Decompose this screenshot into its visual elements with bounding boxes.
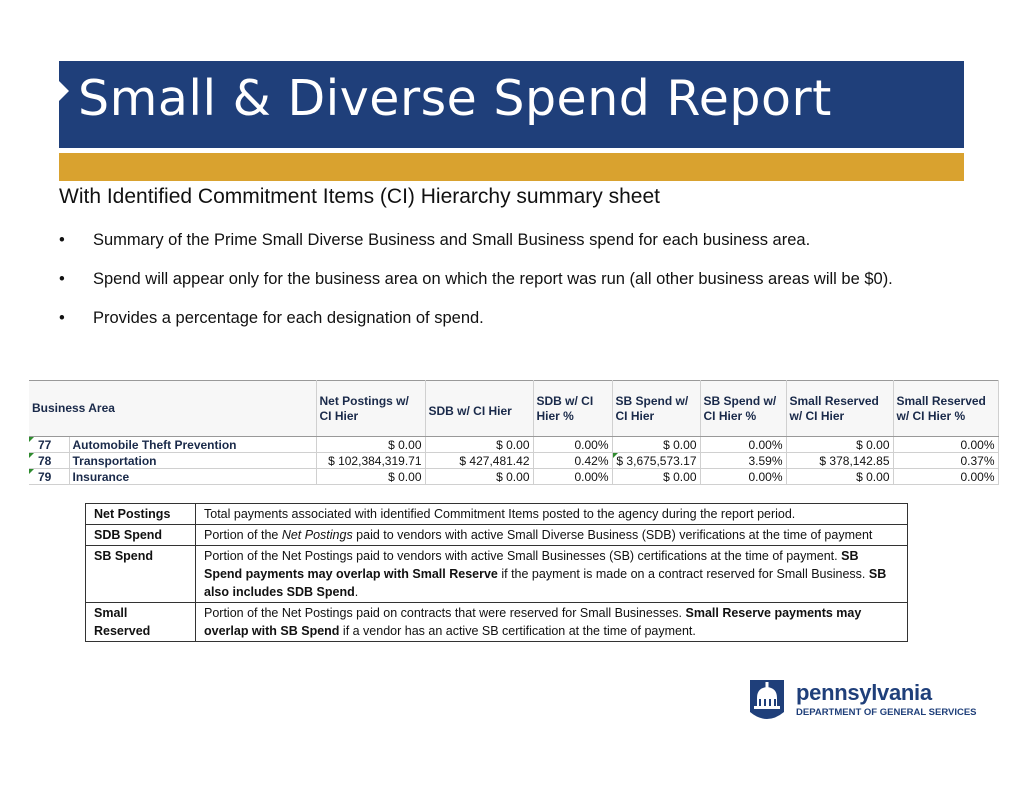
definition-text: Portion of the Net Postings paid on cont… bbox=[195, 602, 908, 642]
cell-flag-icon bbox=[29, 437, 34, 442]
cell-sb-pct: 3.59% bbox=[700, 452, 787, 469]
header-business-area: Business Area bbox=[29, 380, 317, 437]
cell-sdb: $ 0.00 bbox=[425, 468, 534, 485]
definition-text-bold: SB also includes SDB Spend bbox=[204, 567, 887, 599]
cell-sdb-pct: 0.00% bbox=[533, 468, 613, 485]
definition-text-bold: SB Spend payments may overlap with Small… bbox=[204, 549, 859, 581]
header-sb-pct: SB Spend w/ CI Hier % bbox=[700, 380, 787, 437]
cell-res-pct: 0.00% bbox=[893, 468, 999, 485]
cell-sdb: $ 0.00 bbox=[425, 436, 534, 453]
cell-flag-icon bbox=[612, 453, 618, 458]
definition-text-italic: Net Postings bbox=[281, 528, 353, 542]
definition-text-part: if a vendor has an active SB certificati… bbox=[339, 624, 696, 638]
title-bar bbox=[59, 61, 964, 148]
header-small-reserved-pct: Small Reserved w/ CI Hier % bbox=[893, 380, 999, 437]
definition-row: SDB Spend Portion of the Net Postings pa… bbox=[85, 524, 908, 546]
bullet-marker: • bbox=[59, 309, 65, 327]
bullet-text: Spend will appear only for the business … bbox=[93, 270, 893, 288]
table-row: 79 Insurance $ 0.00 $ 0.00 0.00% $ 0.00 … bbox=[29, 468, 999, 485]
definition-term: Net Postings bbox=[85, 503, 196, 525]
bullet-marker: • bbox=[59, 231, 65, 249]
pennsylvania-dgs-logo: pennsylvania DEPARTMENT OF GENERAL SERVI… bbox=[744, 676, 977, 726]
definition-text: Total payments associated with identifie… bbox=[195, 503, 908, 525]
cell-net: $ 0.00 bbox=[316, 436, 426, 453]
cell-sb: $ 3,675,573.17 bbox=[616, 453, 697, 468]
row-name: Transportation bbox=[69, 452, 317, 469]
header-sb: SB Spend w/ CI Hier bbox=[612, 380, 701, 437]
cell-sdb: $ 427,481.42 bbox=[425, 452, 534, 469]
cell-sb: $ 0.00 bbox=[612, 436, 701, 453]
header-small-reserved: Small Reserved w/ CI Hier bbox=[786, 380, 894, 437]
definition-term: SDB Spend bbox=[85, 524, 196, 546]
cell-res: $ 0.00 bbox=[786, 436, 894, 453]
title-notch bbox=[59, 81, 69, 101]
header-net-postings: Net Postings w/ CI Hier bbox=[316, 380, 426, 437]
slide-title: Small & Diverse Spend Report bbox=[78, 70, 832, 127]
cell-sdb-pct: 0.00% bbox=[533, 436, 613, 453]
definition-text: Portion of the Net Postings paid to vend… bbox=[195, 524, 908, 546]
cell-res-pct: 0.37% bbox=[893, 452, 999, 469]
bullet-list: • Summary of the Prime Small Diverse Bus… bbox=[59, 228, 969, 345]
cell-flag-icon bbox=[29, 469, 34, 474]
definition-term: Small Reserved bbox=[85, 602, 196, 642]
definition-text-part: if the payment is made on a contract res… bbox=[497, 567, 869, 581]
definition-text-part: . bbox=[354, 585, 359, 599]
cell-net: $ 102,384,319.71 bbox=[316, 452, 426, 469]
definitions-table: Net Postings Total payments associated w… bbox=[85, 503, 908, 642]
definition-text: Portion of the Net Postings paid to vend… bbox=[195, 545, 908, 603]
row-code: 77 bbox=[38, 437, 52, 452]
gold-accent-bar bbox=[59, 153, 964, 181]
definition-row: Small Reserved Portion of the Net Postin… bbox=[85, 602, 908, 642]
cell-flag-icon bbox=[29, 453, 34, 458]
definition-row: SB Spend Portion of the Net Postings pai… bbox=[85, 545, 908, 603]
row-code: 78 bbox=[38, 453, 52, 468]
cell-res: $ 378,142.85 bbox=[786, 452, 894, 469]
definition-text-part: Portion of the Net Postings paid to vend… bbox=[204, 549, 842, 563]
cell-sb-pct: 0.00% bbox=[700, 468, 787, 485]
slide-subtitle: With Identified Commitment Items (CI) Hi… bbox=[59, 185, 660, 208]
cell-sdb-pct: 0.42% bbox=[533, 452, 613, 469]
bullet-item: • Provides a percentage for each designa… bbox=[59, 306, 969, 331]
logo-wordmark: pennsylvania bbox=[796, 680, 932, 705]
definition-term: SB Spend bbox=[85, 545, 196, 603]
cell-net: $ 0.00 bbox=[316, 468, 426, 485]
header-sdb: SDB w/ CI Hier bbox=[425, 380, 534, 437]
row-code: 79 bbox=[38, 469, 52, 484]
logo-department: DEPARTMENT OF GENERAL SERVICES bbox=[796, 707, 977, 718]
bullet-marker: • bbox=[59, 270, 65, 288]
definition-text-part: Portion of the Net Postings paid on cont… bbox=[204, 606, 686, 620]
bullet-text: Provides a percentage for each designati… bbox=[93, 309, 484, 327]
bullet-text: Summary of the Prime Small Diverse Busin… bbox=[93, 231, 811, 249]
table-row: 77 Automobile Theft Prevention $ 0.00 $ … bbox=[29, 436, 999, 453]
row-name: Automobile Theft Prevention bbox=[69, 436, 317, 453]
table-row: 78 Transportation $ 102,384,319.71 $ 427… bbox=[29, 452, 999, 469]
spend-summary-sheet: Business Area Net Postings w/ CI Hier SD… bbox=[29, 380, 999, 485]
definition-text-bold: Small Reserve payments may overlap with … bbox=[204, 606, 862, 638]
header-sdb-pct: SDB w/ CI Hier % bbox=[533, 380, 613, 437]
bullet-item: • Spend will appear only for the busines… bbox=[59, 267, 969, 292]
cell-res: $ 0.00 bbox=[786, 468, 894, 485]
bullet-item: • Summary of the Prime Small Diverse Bus… bbox=[59, 228, 969, 253]
definition-text-part: Portion of the bbox=[204, 528, 282, 542]
capitol-dome-icon bbox=[750, 680, 784, 719]
row-name: Insurance bbox=[69, 468, 317, 485]
cell-res-pct: 0.00% bbox=[893, 436, 999, 453]
cell-sb: $ 0.00 bbox=[612, 468, 701, 485]
cell-sb-pct: 0.00% bbox=[700, 436, 787, 453]
definition-row: Net Postings Total payments associated w… bbox=[85, 503, 908, 525]
definition-text-part: paid to vendors with active Small Divers… bbox=[352, 528, 873, 542]
